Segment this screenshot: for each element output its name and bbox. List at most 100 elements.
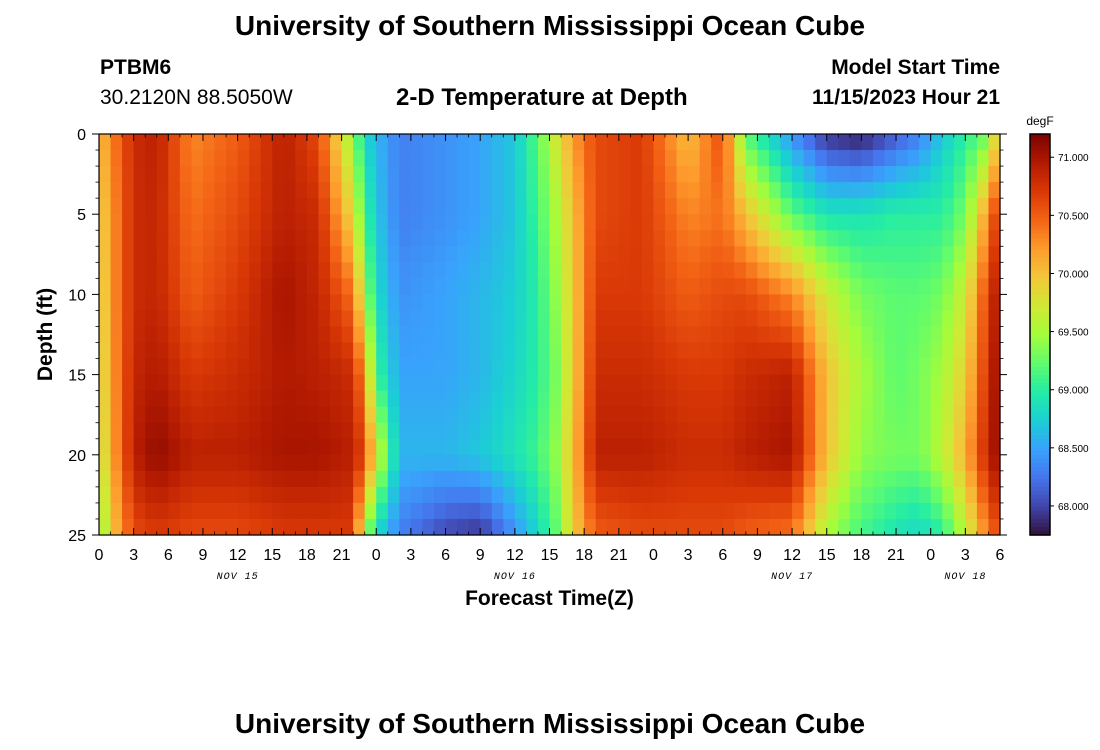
heatmap-cell (226, 166, 239, 183)
heatmap-cell (445, 166, 458, 183)
heatmap-cell (306, 454, 320, 472)
heatmap-cell (711, 134, 724, 151)
heatmap-cell (537, 438, 551, 456)
heatmap-cell (179, 406, 193, 424)
heatmap-cell (399, 502, 412, 520)
heatmap-cell (249, 438, 262, 456)
heatmap-cell (341, 470, 354, 488)
heatmap-cell (607, 342, 620, 360)
heatmap-cell (480, 230, 493, 247)
heatmap-cell (826, 310, 839, 328)
heatmap-cell (237, 374, 250, 392)
heatmap-cell (156, 326, 169, 344)
heatmap-cell (249, 262, 262, 279)
heatmap-cell (595, 134, 608, 151)
heatmap-cell (688, 406, 701, 424)
colorbar-segment (1030, 262, 1050, 267)
heatmap-cell (191, 342, 204, 360)
heatmap-cell (780, 374, 793, 392)
heatmap-cell (942, 438, 955, 456)
heatmap-cell (942, 470, 955, 488)
heatmap-cell (179, 358, 193, 376)
heatmap-cell (318, 150, 331, 167)
heatmap-cell (202, 310, 216, 328)
heatmap-cell (641, 294, 655, 312)
heatmap-cell (468, 406, 481, 424)
heatmap-cell (272, 390, 285, 408)
heatmap-cell (283, 438, 296, 456)
heatmap-cell (976, 358, 990, 376)
heatmap-cell (145, 438, 158, 456)
heatmap-cell (907, 326, 920, 344)
heatmap-cell (722, 230, 735, 247)
heatmap-cell (792, 422, 805, 440)
heatmap-cell (653, 438, 666, 456)
colorbar-segment (1030, 498, 1050, 504)
heatmap-cell (514, 198, 527, 215)
heatmap-cell (872, 246, 886, 263)
heatmap-cell (768, 374, 782, 392)
heatmap-cell (237, 230, 250, 247)
heatmap-cell (260, 518, 273, 536)
heatmap-cell (133, 198, 146, 215)
heatmap-cell (202, 454, 216, 472)
heatmap-cell (618, 518, 631, 536)
heatmap-cell (942, 150, 955, 167)
heatmap-cell (768, 502, 782, 520)
heatmap-cell (364, 278, 377, 295)
colorbar-segment (1030, 222, 1050, 227)
heatmap-cell (561, 502, 574, 520)
heatmap-cell (607, 214, 620, 231)
heatmap-cell (503, 454, 516, 472)
heatmap-cell (249, 182, 262, 199)
heatmap-cell (641, 262, 655, 279)
heatmap-cell (976, 374, 990, 392)
heatmap-cell (226, 358, 239, 376)
heatmap-cell (179, 294, 193, 312)
heatmap-cell (711, 342, 724, 360)
heatmap-cell (896, 470, 909, 488)
heatmap-cell (965, 438, 978, 456)
heatmap-cell (919, 374, 932, 392)
heatmap-cell (283, 454, 296, 472)
heatmap-cell (838, 390, 851, 408)
heatmap-cell (965, 278, 978, 295)
heatmap-cell (387, 326, 400, 344)
heatmap-cell (595, 390, 608, 408)
heatmap-cell (214, 166, 227, 183)
heatmap-cell (930, 454, 943, 472)
heatmap-cell (549, 454, 562, 472)
heatmap-cell (572, 150, 585, 167)
heatmap-cell (803, 150, 816, 167)
heatmap-cell (861, 454, 874, 472)
heatmap-cell (110, 374, 123, 392)
heatmap-cell (630, 374, 643, 392)
heatmap-cell (537, 358, 551, 376)
heatmap-cell (433, 422, 447, 440)
heatmap-cell (630, 326, 643, 344)
heatmap-cell (849, 278, 862, 295)
heatmap-cell (353, 486, 366, 504)
heatmap-cell (653, 518, 666, 536)
heatmap-cell (376, 502, 389, 520)
x-axis-label: Forecast Time(Z) (465, 587, 634, 610)
heatmap-cell (202, 422, 216, 440)
heatmap-cell (653, 278, 666, 295)
heatmap-cell (780, 262, 793, 279)
heatmap-cell (653, 150, 666, 167)
heatmap-cell (607, 454, 620, 472)
heatmap-cell (630, 406, 643, 424)
heatmap-cell (618, 438, 631, 456)
heatmap-cell (480, 326, 493, 344)
heatmap-cell (133, 214, 146, 231)
heatmap-cell (410, 310, 424, 328)
heatmap-cell (156, 262, 169, 279)
heatmap-cell (688, 486, 701, 504)
heatmap-cell (826, 406, 839, 424)
heatmap-cell (861, 278, 874, 295)
heatmap-cell (480, 470, 493, 488)
heatmap-cell (399, 262, 412, 279)
heatmap-cell (526, 278, 539, 295)
heatmap-cell (734, 294, 747, 312)
heatmap-cell (988, 470, 1001, 488)
